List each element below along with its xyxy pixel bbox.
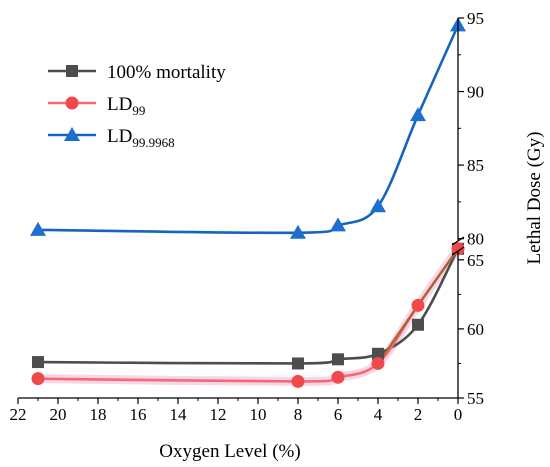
legend-label: LD99.9968: [107, 126, 175, 150]
x-tick-label: 8: [294, 405, 303, 424]
legend-label: LD99: [107, 94, 145, 118]
data-point-series-2: [290, 224, 306, 239]
data-point-series-2: [30, 221, 46, 236]
data-point-series-0: [372, 347, 384, 360]
data-point-series-1: [371, 356, 385, 370]
y-tick-label: 60: [467, 320, 484, 339]
y-tick-label: 65: [467, 251, 484, 270]
legend-marker: [66, 65, 78, 77]
data-point-series-0: [32, 356, 44, 369]
data-point-series-2: [370, 198, 386, 213]
x-tick-label: 12: [210, 405, 227, 424]
data-point-series-0: [412, 318, 424, 331]
data-point-series-1: [31, 372, 45, 386]
y-axis-title: Lethal Dose (Gy): [524, 132, 545, 265]
data-point-series-0: [292, 357, 304, 370]
x-tick-label: 18: [90, 405, 107, 424]
legend-marker: [64, 127, 80, 141]
axis-break-mark: [451, 246, 465, 256]
series-layer: [30, 17, 466, 388]
data-point-series-1: [331, 370, 345, 384]
data-point-series-1: [411, 298, 425, 312]
y-tick-label: 80: [467, 230, 484, 249]
legend-marker: [65, 96, 79, 110]
legend-label: 100% mortality: [107, 62, 226, 83]
data-point-series-0: [332, 353, 344, 366]
x-tick-label: 6: [334, 405, 343, 424]
x-tick-label: 22: [10, 405, 27, 424]
x-tick-label: 2: [414, 405, 423, 424]
legend: 100% mortality LD99 LD99.9968: [48, 62, 226, 150]
x-tick-label: 14: [170, 405, 188, 424]
x-tick-label: 16: [130, 405, 147, 424]
x-axis-title: Oxygen Level (%): [159, 441, 300, 462]
x-tick-label: 0: [454, 405, 463, 424]
y-tick-label: 90: [467, 83, 484, 102]
data-point-series-2: [410, 107, 426, 122]
x-tick-label: 10: [250, 405, 267, 424]
x-tick-label: 4: [374, 405, 383, 424]
data-point-series-1: [291, 374, 305, 388]
series-line-2: [37, 24, 460, 235]
data-point-series-2: [330, 217, 346, 232]
x-tick-label: 20: [50, 405, 67, 424]
data-point-series-1: [451, 242, 465, 256]
y-tick-label: 95: [467, 9, 484, 28]
series-line-0: [37, 248, 460, 365]
y-tick-label: 85: [467, 156, 484, 175]
y-tick-label: 55: [467, 389, 484, 408]
